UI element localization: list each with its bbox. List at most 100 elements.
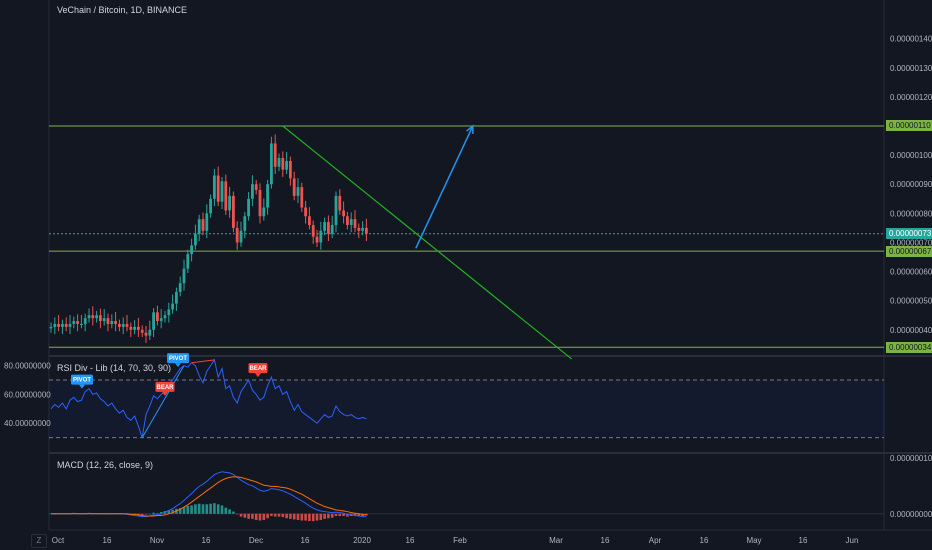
macd-histogram-bar bbox=[346, 513, 349, 517]
candle-body bbox=[99, 315, 102, 322]
candle-body bbox=[315, 236, 319, 243]
price-tick-label: 0.00000140 bbox=[890, 35, 932, 44]
macd-histogram-bar bbox=[315, 513, 319, 521]
candle-body bbox=[148, 329, 152, 336]
time-axis-label: 16 bbox=[202, 536, 211, 545]
macd-histogram-bar bbox=[327, 513, 330, 519]
candle-body bbox=[277, 158, 281, 167]
time-axis-label: Oct bbox=[52, 536, 65, 545]
rsi-pivot-tag bbox=[167, 353, 189, 364]
macd-histogram-bar bbox=[140, 513, 144, 515]
candle-body bbox=[61, 323, 64, 327]
macd-histogram-bar bbox=[159, 512, 163, 514]
candle-body bbox=[235, 227, 239, 243]
candle-body bbox=[110, 321, 114, 324]
macd-histogram-bar bbox=[148, 513, 152, 515]
candle-body bbox=[304, 207, 307, 217]
rsi-tag-label: BEAR bbox=[249, 366, 267, 372]
candle-body bbox=[152, 312, 155, 330]
candle-body bbox=[182, 268, 186, 284]
candle-body bbox=[190, 245, 193, 255]
candle-body bbox=[178, 283, 182, 292]
candle-body bbox=[118, 323, 121, 327]
candle-body bbox=[140, 329, 144, 333]
rsi-tag-label: BEAR bbox=[156, 385, 174, 391]
time-axis-label: 16 bbox=[103, 536, 112, 545]
candle-body bbox=[114, 321, 117, 324]
candle-body bbox=[273, 143, 277, 167]
candle-body bbox=[292, 178, 296, 196]
time-axis-label: Mar bbox=[549, 536, 563, 545]
price-tag: 0.00000110 bbox=[886, 120, 932, 132]
candle-body bbox=[68, 323, 72, 327]
price-tick-label: 0.00000050 bbox=[890, 297, 932, 306]
timezone-button[interactable]: Z bbox=[31, 534, 47, 548]
macd-histogram-bar bbox=[182, 507, 186, 514]
macd-histogram-bar bbox=[304, 513, 307, 521]
macd-tick-label: 0.00000000 bbox=[890, 510, 932, 519]
time-axis-label: Dec bbox=[249, 536, 263, 545]
candle-body bbox=[57, 323, 60, 327]
rsi-bear-tag bbox=[248, 363, 268, 374]
candle-body bbox=[353, 219, 357, 228]
candle-body bbox=[247, 198, 250, 217]
time-axis-label: 16 bbox=[301, 536, 310, 545]
macd-histogram-bar bbox=[201, 504, 205, 514]
macd-histogram-bar bbox=[205, 504, 209, 514]
price-tick-label: 0.00000100 bbox=[890, 151, 932, 160]
candle-body bbox=[121, 323, 125, 327]
candle-body bbox=[83, 318, 87, 324]
macd-histogram-bar bbox=[338, 513, 342, 517]
candle-body bbox=[87, 315, 91, 319]
candle-body bbox=[239, 230, 243, 243]
candle-body bbox=[186, 254, 190, 269]
macd-histogram-bar bbox=[167, 510, 171, 514]
price-tag: 0.00000034 bbox=[886, 341, 932, 353]
macd-histogram-bar bbox=[270, 513, 273, 517]
candle-body bbox=[334, 195, 338, 225]
candle-body bbox=[201, 219, 205, 231]
macd-histogram-bar bbox=[311, 513, 315, 522]
descending-trendline bbox=[282, 125, 572, 360]
candle-body bbox=[319, 230, 323, 243]
macd-histogram-bar bbox=[266, 513, 269, 519]
macd-histogram-bar bbox=[281, 513, 285, 518]
candle-body bbox=[64, 323, 68, 327]
price-tick-label: 0.00000040 bbox=[890, 326, 932, 335]
rsi-band bbox=[50, 380, 884, 438]
candle-body bbox=[209, 198, 212, 214]
divergence-line bbox=[191, 359, 215, 364]
macd-histogram-bar bbox=[319, 513, 323, 520]
rsi-line bbox=[50, 358, 367, 438]
candle-body bbox=[300, 187, 304, 208]
candle-body bbox=[175, 291, 178, 304]
rsi-tag-label: PIVOT bbox=[73, 378, 91, 384]
candle-body bbox=[53, 323, 57, 327]
macd-histogram-bar bbox=[247, 513, 250, 519]
macd-histogram-bar bbox=[342, 513, 345, 517]
macd-histogram-bar bbox=[156, 513, 159, 514]
candle-body bbox=[220, 181, 224, 202]
macd-tick-label: 0.00000010 bbox=[890, 454, 932, 463]
macd-histogram-bar bbox=[243, 513, 247, 518]
macd-histogram-bar bbox=[357, 513, 361, 517]
candle-body bbox=[213, 175, 216, 199]
candle-body bbox=[308, 216, 311, 225]
macd-histogram-bar bbox=[197, 503, 201, 514]
candle-body bbox=[91, 315, 95, 319]
macd-histogram-bar bbox=[228, 509, 231, 514]
candle-body bbox=[167, 309, 171, 316]
macd-histogram-bar bbox=[285, 513, 288, 519]
candle-body bbox=[106, 318, 110, 324]
time-axis-label: May bbox=[746, 536, 761, 545]
time-axis-label: 2020 bbox=[353, 536, 371, 545]
macd-histogram-bar bbox=[254, 513, 258, 520]
candle-body bbox=[361, 227, 364, 231]
candle-body bbox=[232, 195, 235, 228]
price-tick-label: 0.00000130 bbox=[890, 64, 932, 73]
candle-body bbox=[342, 210, 345, 217]
macd-histogram-bar bbox=[213, 503, 216, 514]
candle-body bbox=[102, 318, 106, 322]
